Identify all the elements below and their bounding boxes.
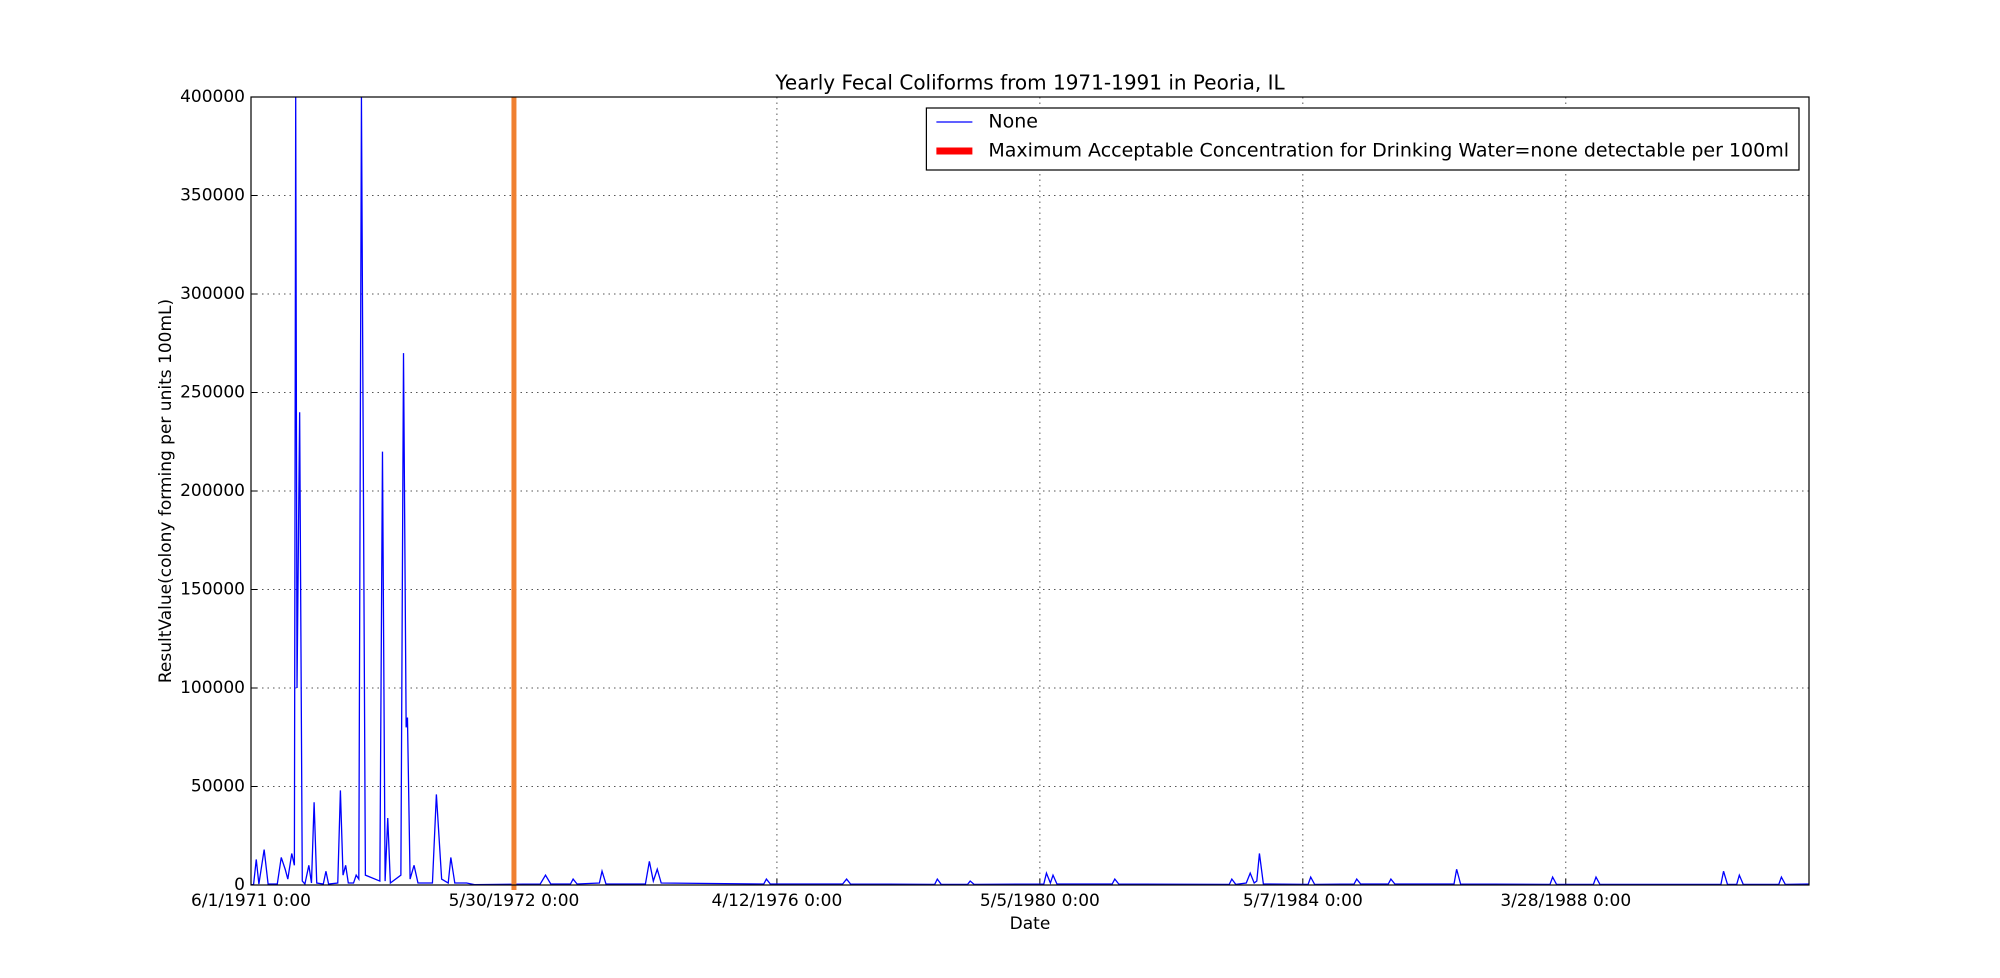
legend-box — [925, 107, 1800, 171]
legend: None Maximum Acceptable Concentration for… — [925, 107, 1800, 171]
y-tick-label: 400000 — [180, 87, 245, 107]
x-tick-label: 6/1/1971 0:00 — [191, 891, 311, 911]
y-tick-label: 150000 — [180, 580, 245, 600]
x-tick-label: 4/12/1976 0:00 — [712, 891, 843, 911]
y-tick-label: 0 — [234, 875, 245, 895]
legend-label: None — [988, 111, 1038, 133]
x-tick-label: 5/30/1972 0:00 — [449, 891, 580, 911]
legend-label: Maximum Acceptable Concentration for Dri… — [988, 140, 1789, 162]
y-tick-label: 350000 — [180, 186, 245, 206]
x-tick-label: 3/28/1988 0:00 — [1500, 891, 1631, 911]
y-tick-label: 300000 — [180, 284, 245, 304]
data-line — [251, 97, 1809, 885]
y-tick-label: 200000 — [180, 481, 245, 501]
y-axis-label: ResultValue(colony forming per units 100… — [156, 299, 176, 683]
chart-title: Yearly Fecal Coliforms from 1971-1991 in… — [774, 71, 1285, 95]
y-tick-label: 50000 — [191, 777, 245, 797]
x-axis-label: Date — [1010, 914, 1051, 934]
y-tick-label: 250000 — [180, 383, 245, 403]
x-tick-label: 5/7/1984 0:00 — [1243, 891, 1363, 911]
plot-frame — [250, 96, 1810, 886]
x-tick-label: 5/5/1980 0:00 — [980, 891, 1100, 911]
y-tick-label: 100000 — [180, 678, 245, 698]
